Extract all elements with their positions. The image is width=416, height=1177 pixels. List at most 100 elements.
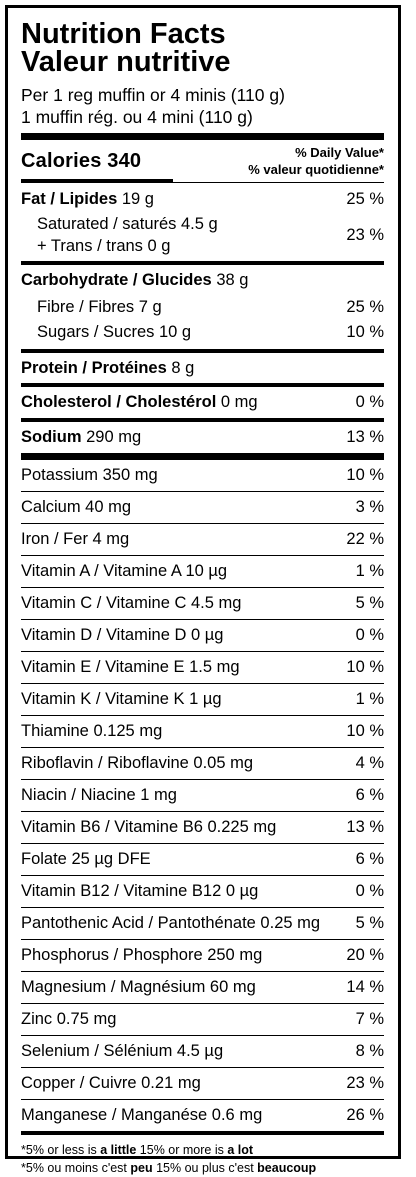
nutrient-row: Zinc 0.75 mg 7 % — [21, 1004, 384, 1035]
nutrient-label: Magnesium / Magnésium 60 mg — [21, 978, 256, 996]
divider — [21, 939, 384, 940]
nutrient-dv: 20 % — [346, 946, 384, 964]
divider — [21, 715, 384, 716]
nutrient-label: Iron / Fer 4 mg — [21, 530, 130, 548]
nutrient-label: Copper / Cuivre 0.21 mg — [21, 1074, 201, 1092]
nutrition-facts-label: Nutrition Facts Valeur nutritive Per 1 r… — [5, 5, 401, 1175]
nutrient-dv: 13 % — [346, 818, 384, 836]
footnote-fr-prefix: *5% ou moins c'est — [21, 1161, 131, 1175]
nutrient-row: Selenium / Sélénium 4.5 µg 8 % — [21, 1036, 384, 1067]
saturated-trans-dv: 23 % — [346, 225, 384, 244]
divider — [21, 875, 384, 876]
trans-label: + Trans / trans 0 g — [37, 237, 171, 255]
nutrient-row: Potassium 350 mg 10 % — [21, 460, 384, 491]
nutrient-row: Vitamin A / Vitamine A 10 µg 1 % — [21, 556, 384, 587]
nutrient-dv: 0 % — [355, 626, 384, 644]
fat-dv: 25 % — [346, 189, 384, 208]
divider-medium — [21, 1131, 384, 1135]
calories-underline — [21, 179, 173, 182]
divider — [21, 587, 384, 588]
nutrient-row: Vitamin D / Vitamine D 0 µg 0 % — [21, 620, 384, 651]
footnote-fr-little: peu — [130, 1161, 153, 1175]
nutrient-label: Vitamin E / Vitamine E 1.5 mg — [21, 658, 240, 676]
sodium-dv: 13 % — [346, 428, 384, 446]
nutrient-row: Thiamine 0.125 mg 10 % — [21, 716, 384, 747]
nutrient-label: Riboflavin / Riboflavine 0.05 mg — [21, 754, 254, 772]
divider — [21, 683, 384, 684]
saturated-trans-row: Saturated / saturés 4.5 g + Trans / tran… — [21, 213, 384, 261]
fibre-dv: 25 % — [346, 297, 384, 316]
nutrient-label: Selenium / Sélénium 4.5 µg — [21, 1042, 224, 1060]
nutrient-row: Iron / Fer 4 mg 22 % — [21, 524, 384, 555]
divider — [21, 1067, 384, 1068]
divider-medium — [21, 418, 384, 422]
sugars-row: Sugars / Sucres 10 g 10 % — [21, 319, 384, 349]
nutrient-row: Vitamin E / Vitamine E 1.5 mg 10 % — [21, 652, 384, 683]
carbohydrate-text: Carbohydrate / Glucides 38 g — [21, 271, 248, 290]
nutrient-label: Pantothenic Acid / Pantothénate 0.25 mg — [21, 914, 321, 932]
nutrient-dv: 5 % — [355, 914, 384, 932]
sugars-label: Sugars / Sucres 10 g — [37, 322, 192, 341]
footnote: *5% or less is a little 15% or more is a… — [21, 1141, 384, 1177]
nutrient-label: Niacin / Niacine 1 mg — [21, 786, 177, 804]
divider — [21, 747, 384, 748]
daily-value-header-french: % valeur quotidienne* — [248, 162, 384, 177]
nutrient-label: Vitamin B6 / Vitamine B6 0.225 mg — [21, 818, 277, 836]
sodium-text: Sodium 290 mg — [21, 428, 141, 447]
nutrient-dv: 8 % — [355, 1042, 384, 1060]
divider — [21, 555, 384, 556]
divider — [21, 1003, 384, 1004]
saturated-label: Saturated / saturés 4.5 g — [37, 215, 218, 233]
cholesterol-amount: 0 mg — [220, 393, 258, 411]
daily-value-header-english: % Daily Value* — [295, 145, 384, 160]
carbohydrate-row: Carbohydrate / Glucides 38 g — [21, 265, 384, 295]
nutrient-dv: 7 % — [355, 1010, 384, 1028]
nutrient-dv: 6 % — [355, 850, 384, 868]
footnote-en-little: a little — [100, 1143, 137, 1157]
nutrient-label: Thiamine 0.125 mg — [21, 722, 163, 740]
protein-label: Protein / Protéines — [21, 358, 167, 377]
sugars-dv: 10 % — [346, 322, 384, 341]
nutrient-label: Folate 25 µg DFE — [21, 850, 151, 868]
footnote-en-mid: 15% or more is — [136, 1143, 228, 1157]
divider — [21, 523, 384, 524]
fat-row: Fat / Lipides 19 g 25 % — [21, 185, 384, 213]
sodium-amount: 290 mg — [86, 428, 142, 446]
nutrient-label: Vitamin B12 / Vitamine B12 0 µg — [21, 882, 259, 900]
nutrient-row: Calcium 40 mg 3 % — [21, 492, 384, 523]
divider — [21, 907, 384, 908]
nutrient-row: Copper / Cuivre 0.21 mg 23 % — [21, 1068, 384, 1099]
protein-row: Protein / Protéines 8 g — [21, 353, 384, 383]
fat-text: Fat / Lipides 19 g — [21, 190, 154, 209]
sodium-label: Sodium — [21, 428, 82, 446]
cholesterol-label: Cholesterol / Cholestérol — [21, 393, 217, 411]
nutrient-label: Phosphorus / Phosphore 250 mg — [21, 946, 263, 964]
carbohydrate-amount: 38 g — [216, 270, 249, 289]
nutrient-row: Vitamin B6 / Vitamine B6 0.225 mg 13 % — [21, 812, 384, 843]
saturated-trans-text: Saturated / saturés 4.5 g + Trans / tran… — [37, 213, 218, 257]
nutrient-label: Manganese / Manganése 0.6 mg — [21, 1106, 263, 1124]
nutrient-dv: 4 % — [355, 754, 384, 772]
divider — [21, 1035, 384, 1036]
footnote-fr-mid: 15% ou plus c'est — [152, 1161, 258, 1175]
protein-text: Protein / Protéines 8 g — [21, 359, 194, 378]
footnote-english: *5% or less is a little 15% or more is a… — [21, 1141, 384, 1159]
nutrient-label: Vitamin C / Vitamine C 4.5 mg — [21, 594, 242, 612]
nutrient-label: Vitamin A / Vitamine A 10 µg — [21, 562, 228, 580]
calories-row: Calories 340 % Daily Value* % valeur quo… — [21, 140, 384, 182]
cholesterol-text: Cholesterol / Cholestérol 0 mg — [21, 393, 258, 412]
nutrient-row: Riboflavin / Riboflavine 0.05 mg 4 % — [21, 748, 384, 779]
nutrient-dv: 14 % — [346, 978, 384, 996]
divider — [21, 619, 384, 620]
carbohydrate-label: Carbohydrate / Glucides — [21, 270, 212, 289]
fat-amount: 19 g — [121, 189, 154, 208]
nutrient-row: Vitamin C / Vitamine C 4.5 mg 5 % — [21, 588, 384, 619]
fibre-row: Fibre / Fibres 7 g 25 % — [21, 295, 384, 319]
nutrient-dv: 10 % — [346, 466, 384, 484]
divider — [21, 651, 384, 652]
nutrient-row: Pantothenic Acid / Pantothénate 0.25 mg 5… — [21, 908, 384, 939]
nutrient-label: Potassium 350 mg — [21, 466, 158, 484]
title-french: Valeur nutritive — [21, 46, 231, 78]
nutrient-dv: 6 % — [355, 786, 384, 804]
divider-thick — [21, 453, 384, 460]
